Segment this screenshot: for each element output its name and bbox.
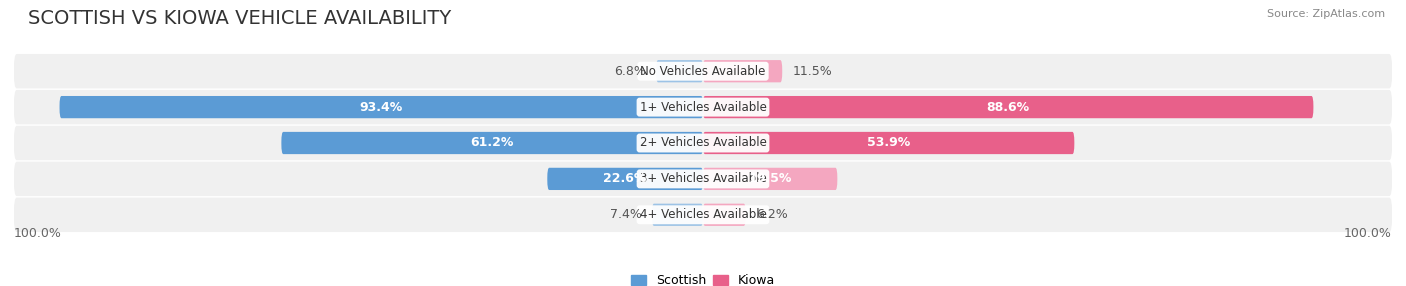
FancyBboxPatch shape	[14, 90, 1392, 124]
Text: 1+ Vehicles Available: 1+ Vehicles Available	[640, 101, 766, 114]
FancyBboxPatch shape	[703, 168, 838, 190]
Text: 100.0%: 100.0%	[1344, 227, 1392, 240]
FancyBboxPatch shape	[657, 60, 703, 82]
Text: 7.4%: 7.4%	[610, 208, 641, 221]
Text: Source: ZipAtlas.com: Source: ZipAtlas.com	[1267, 9, 1385, 19]
FancyBboxPatch shape	[703, 96, 1313, 118]
Text: 6.2%: 6.2%	[756, 208, 787, 221]
FancyBboxPatch shape	[14, 162, 1392, 196]
Text: 22.6%: 22.6%	[603, 172, 647, 185]
Text: 61.2%: 61.2%	[471, 136, 513, 150]
Text: SCOTTISH VS KIOWA VEHICLE AVAILABILITY: SCOTTISH VS KIOWA VEHICLE AVAILABILITY	[28, 9, 451, 27]
Legend: Scottish, Kiowa: Scottish, Kiowa	[626, 269, 780, 286]
Text: 4+ Vehicles Available: 4+ Vehicles Available	[640, 208, 766, 221]
FancyBboxPatch shape	[652, 204, 703, 226]
FancyBboxPatch shape	[281, 132, 703, 154]
FancyBboxPatch shape	[14, 54, 1392, 88]
Text: 93.4%: 93.4%	[360, 101, 404, 114]
FancyBboxPatch shape	[547, 168, 703, 190]
Text: 6.8%: 6.8%	[614, 65, 645, 78]
Text: 11.5%: 11.5%	[793, 65, 832, 78]
Text: 19.5%: 19.5%	[748, 172, 792, 185]
FancyBboxPatch shape	[703, 132, 1074, 154]
Text: 3+ Vehicles Available: 3+ Vehicles Available	[640, 172, 766, 185]
FancyBboxPatch shape	[703, 60, 782, 82]
Text: No Vehicles Available: No Vehicles Available	[640, 65, 766, 78]
Text: 88.6%: 88.6%	[987, 101, 1029, 114]
Text: 2+ Vehicles Available: 2+ Vehicles Available	[640, 136, 766, 150]
Text: 100.0%: 100.0%	[14, 227, 62, 240]
FancyBboxPatch shape	[14, 198, 1392, 232]
FancyBboxPatch shape	[14, 126, 1392, 160]
FancyBboxPatch shape	[59, 96, 703, 118]
Text: 53.9%: 53.9%	[868, 136, 910, 150]
FancyBboxPatch shape	[703, 204, 745, 226]
